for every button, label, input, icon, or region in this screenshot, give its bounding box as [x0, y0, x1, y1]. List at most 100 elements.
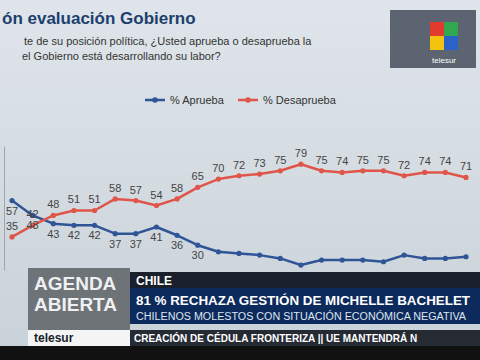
series-point — [92, 208, 97, 213]
data-label: 35 — [6, 220, 18, 232]
y-axis-line — [4, 147, 5, 271]
data-label: 42 — [88, 229, 100, 241]
data-label: 36 — [171, 239, 183, 251]
data-label: 51 — [88, 193, 100, 205]
subtitle: el Gobierno está desarrollando su labor? — [22, 50, 221, 62]
plot-area — [9, 162, 468, 268]
subtitle: te de su posición política, ¿Usted aprue… — [24, 35, 312, 47]
data-label: 37 — [109, 238, 121, 250]
series-point — [340, 257, 345, 262]
series-point — [360, 168, 365, 173]
data-label: 71 — [460, 160, 472, 172]
channel: telesur — [34, 331, 74, 345]
background — [0, 0, 480, 360]
bottom-bar — [0, 346, 480, 360]
data-label: 74 — [439, 155, 451, 167]
ticker: CREACIÓN DE CÉDULA FRONTERIZA || UE MANT… — [134, 332, 417, 344]
legend-label: % Aprueba — [170, 94, 225, 106]
series-point — [113, 196, 118, 201]
series-point — [174, 233, 179, 238]
series-point — [9, 234, 14, 239]
legend-marker — [152, 97, 158, 103]
series-point — [360, 257, 365, 262]
data-label: 72 — [233, 159, 245, 171]
data-label: 48 — [47, 198, 59, 210]
series-point — [216, 176, 221, 181]
series-point — [236, 251, 241, 256]
series-point — [257, 172, 262, 177]
series-point — [154, 224, 159, 229]
series-point — [319, 168, 324, 173]
data-label: 74 — [336, 155, 348, 167]
series-point — [381, 259, 386, 264]
data-label: 30 — [192, 249, 204, 261]
series-point — [133, 198, 138, 203]
series-point — [51, 221, 56, 226]
series-point — [401, 173, 406, 178]
series-point — [340, 170, 345, 175]
logo-shape — [444, 36, 458, 50]
data-label: 79 — [295, 147, 307, 159]
data-label: 42 — [27, 208, 39, 220]
series-line — [12, 164, 466, 237]
series-point — [278, 256, 283, 261]
screen: ón evaluación Gobierno te de su posición … — [0, 0, 480, 360]
series-point — [92, 223, 97, 228]
data-label: 65 — [192, 170, 204, 182]
legend-label: % Desaprueba — [263, 94, 337, 106]
series-point — [236, 173, 241, 178]
series-point — [174, 196, 179, 201]
series-point — [463, 175, 468, 180]
program-box — [28, 268, 130, 330]
ticker-band — [130, 330, 480, 346]
program-name: AGENDA — [34, 273, 117, 294]
data-label: 48 — [27, 219, 39, 231]
headline-band — [130, 288, 480, 324]
legend: % Aprueba % Desaprueba — [145, 94, 337, 106]
series-point — [154, 203, 159, 208]
data-label: 70 — [212, 162, 224, 174]
data-label: 75 — [377, 154, 389, 166]
series-point — [298, 262, 303, 267]
series-point — [195, 243, 200, 248]
country-band — [130, 272, 480, 288]
series-point — [443, 170, 448, 175]
data-label: 54 — [150, 189, 162, 201]
series-point — [443, 256, 448, 261]
logo-text: telesur — [432, 56, 456, 65]
logo-box — [390, 10, 476, 68]
data-label: 58 — [109, 182, 121, 194]
y-axis — [4, 147, 5, 271]
data-label: 57 — [130, 184, 142, 196]
data-label: 73 — [254, 157, 266, 169]
data-label: 74 — [419, 155, 431, 167]
data-label: 43 — [47, 228, 59, 240]
series-point — [422, 256, 427, 261]
series-point — [422, 170, 427, 175]
broadcast-overlay: telesurAGENDAABIERTACHILE81 % RECHAZA GE… — [0, 10, 480, 360]
series-point — [71, 208, 76, 213]
data-label: 58 — [171, 182, 183, 194]
logo-shape — [444, 22, 458, 36]
logo-shape — [430, 22, 444, 36]
data-label: 75 — [274, 154, 286, 166]
series-point — [381, 168, 386, 173]
data-label: 75 — [357, 154, 369, 166]
data-label: 42 — [68, 229, 80, 241]
data-label: 37 — [130, 238, 142, 250]
data-label: 51 — [68, 193, 80, 205]
data-label: 75 — [315, 154, 327, 166]
series-point — [51, 213, 56, 218]
logo-shape — [430, 36, 444, 50]
data-labels: 5748434242373741363035424851515857545865… — [6, 147, 472, 261]
channel-box — [28, 330, 130, 346]
series-point — [278, 168, 283, 173]
title: ón evaluación Gobierno — [2, 9, 196, 28]
series-point — [71, 223, 76, 228]
program-name: ABIERTA — [34, 294, 117, 315]
data-label: 72 — [398, 159, 410, 171]
series-point — [257, 253, 262, 258]
series-point — [113, 231, 118, 236]
subheadline: CHILENOS MOLESTOS CON SITUACIÓN ECONÓMIC… — [136, 310, 466, 322]
series-point — [9, 198, 14, 203]
